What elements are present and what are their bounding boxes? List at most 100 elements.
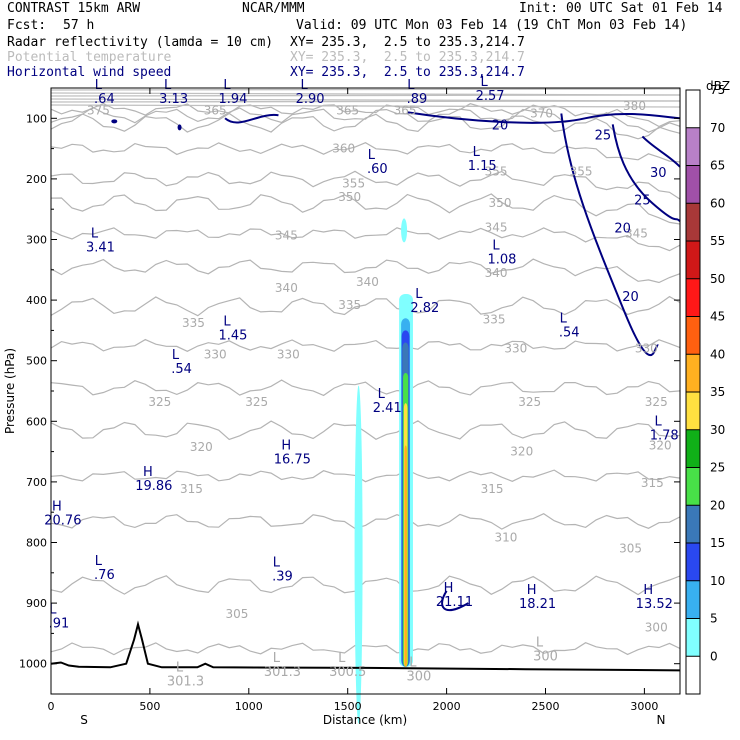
reflectivity-5-dbz-a bbox=[354, 385, 363, 724]
low-marker: L bbox=[560, 311, 568, 326]
high-marker: H bbox=[281, 439, 291, 454]
theta-label: 345 bbox=[275, 228, 298, 242]
theta-label: 320 bbox=[510, 445, 533, 459]
theta-contour bbox=[50, 338, 681, 352]
colorbar-level: 70 bbox=[710, 121, 725, 135]
extremum-value: 300 bbox=[533, 650, 558, 665]
extremum-value: 18.21 bbox=[519, 597, 556, 612]
y-tick-label: 300 bbox=[26, 234, 47, 247]
colorbar-bin bbox=[686, 467, 700, 506]
theta-contour bbox=[50, 227, 681, 252]
extremum-value: 1.08 bbox=[488, 253, 517, 268]
low-marker: L bbox=[164, 78, 172, 93]
low-marker: L bbox=[95, 78, 103, 93]
x-axis-end-south: S bbox=[80, 713, 88, 727]
colorbar-level: 55 bbox=[710, 234, 725, 248]
colorbar-bin bbox=[686, 543, 700, 581]
colorbar-bin bbox=[686, 241, 700, 279]
reflectivity-5-dbz-b bbox=[401, 218, 408, 243]
theta-label: 335 bbox=[338, 298, 361, 312]
low-marker: L bbox=[49, 602, 57, 617]
colorbar-level: 65 bbox=[710, 159, 725, 173]
theta-label: 315 bbox=[481, 482, 504, 496]
y-tick-label: 900 bbox=[26, 597, 47, 610]
theta-label: 330 bbox=[204, 348, 227, 362]
y-tick-label: 200 bbox=[26, 173, 47, 186]
low-marker: L bbox=[273, 556, 281, 571]
colorbar-unit: dBZ bbox=[706, 79, 730, 93]
extremum-value: 16.75 bbox=[274, 453, 311, 468]
high-marker: H bbox=[52, 499, 62, 514]
theta-label: 350 bbox=[489, 196, 512, 210]
field-potential-temperature: Potential temperature bbox=[7, 50, 172, 65]
theta-label: 305 bbox=[225, 607, 248, 621]
wind-contour bbox=[560, 113, 660, 357]
theta-contour-dense bbox=[50, 100, 681, 103]
extremum-value: .54 bbox=[559, 325, 580, 340]
theta-contour bbox=[50, 112, 681, 140]
extremum-value: 2.57 bbox=[476, 89, 505, 104]
theta-contour bbox=[50, 379, 681, 397]
extremum-value: .76 bbox=[94, 568, 115, 583]
colorbar-level: 50 bbox=[710, 272, 725, 286]
extrema-labels: L.64L3.13L1.94L2.90L.89L2.57L.60L1.15L3.… bbox=[44, 75, 678, 689]
extremum-value: 1.45 bbox=[218, 328, 247, 343]
axes: 0 500 1000 1500 2000 2500 3000 100 200 300 400 500 6… bbox=[19, 88, 680, 713]
theta-label: 325 bbox=[645, 395, 668, 409]
valid-time: Valid: 09 UTC Mon 03 Feb 14 (19 ChT Mon … bbox=[296, 18, 688, 33]
theta-label: 325 bbox=[518, 395, 541, 409]
theta-contour bbox=[50, 102, 681, 128]
low-marker: L bbox=[172, 348, 180, 363]
y-tick-label: 600 bbox=[26, 415, 47, 428]
theta-label: 365 bbox=[336, 103, 359, 117]
theta-label: 335 bbox=[182, 316, 205, 330]
theta-label: 365 bbox=[394, 103, 417, 117]
field-wind-speed: Horizontal wind speed bbox=[7, 65, 172, 80]
colorbar-level: 10 bbox=[710, 574, 725, 588]
colorbar-bin bbox=[686, 203, 700, 241]
colorbar-bin bbox=[686, 618, 700, 657]
theta-contour-dense bbox=[50, 104, 681, 108]
wind-contour bbox=[611, 124, 681, 223]
colorbar-bin bbox=[686, 505, 700, 543]
theta-contour bbox=[50, 513, 681, 530]
extremum-value: 3.13 bbox=[159, 92, 188, 107]
theta-label: 330 bbox=[635, 342, 658, 356]
theta-contour-dense bbox=[50, 94, 681, 97]
extremum-value: 1.94 bbox=[218, 92, 247, 107]
low-marker: L bbox=[378, 387, 386, 402]
colorbar-level: 15 bbox=[710, 536, 725, 550]
colorbar-level: 75 bbox=[710, 83, 725, 97]
low-marker: L bbox=[536, 636, 544, 651]
theta-contour bbox=[50, 295, 681, 317]
y-tick-label: 1000 bbox=[19, 658, 47, 671]
colorbar-level: 20 bbox=[710, 498, 725, 512]
xy-wind-speed: XY= 235.3, 2.5 to 235.3,214.7 bbox=[290, 65, 525, 80]
theta-label: 355 bbox=[570, 165, 593, 179]
wind-contour-blob bbox=[111, 119, 118, 124]
low-marker: L bbox=[338, 651, 346, 666]
wind-contour bbox=[224, 113, 279, 124]
init-time: Init: 00 UTC Sat 01 Feb 14 bbox=[519, 1, 723, 16]
high-marker: H bbox=[643, 583, 653, 598]
low-marker: L bbox=[492, 239, 500, 254]
high-marker: H bbox=[527, 583, 537, 598]
low-marker: L bbox=[95, 554, 103, 569]
theta-contour bbox=[50, 469, 681, 483]
theta-label: 340 bbox=[275, 281, 298, 295]
colorbar-level: 60 bbox=[710, 196, 725, 210]
extremum-value: .54 bbox=[171, 362, 192, 377]
x-tick-label: 2000 bbox=[433, 700, 461, 713]
reflectivity-shading bbox=[354, 218, 413, 724]
wind-label: 20 bbox=[492, 119, 509, 134]
theta-label: 320 bbox=[649, 439, 672, 453]
forecast-label: Fcst: bbox=[7, 18, 47, 33]
colorbar-level: 0 bbox=[710, 649, 718, 663]
wind-contour bbox=[406, 111, 681, 124]
plot-frame bbox=[50, 87, 681, 695]
wind-label: 25 bbox=[634, 194, 651, 209]
low-marker: L bbox=[415, 287, 423, 302]
low-marker: L bbox=[480, 75, 488, 90]
